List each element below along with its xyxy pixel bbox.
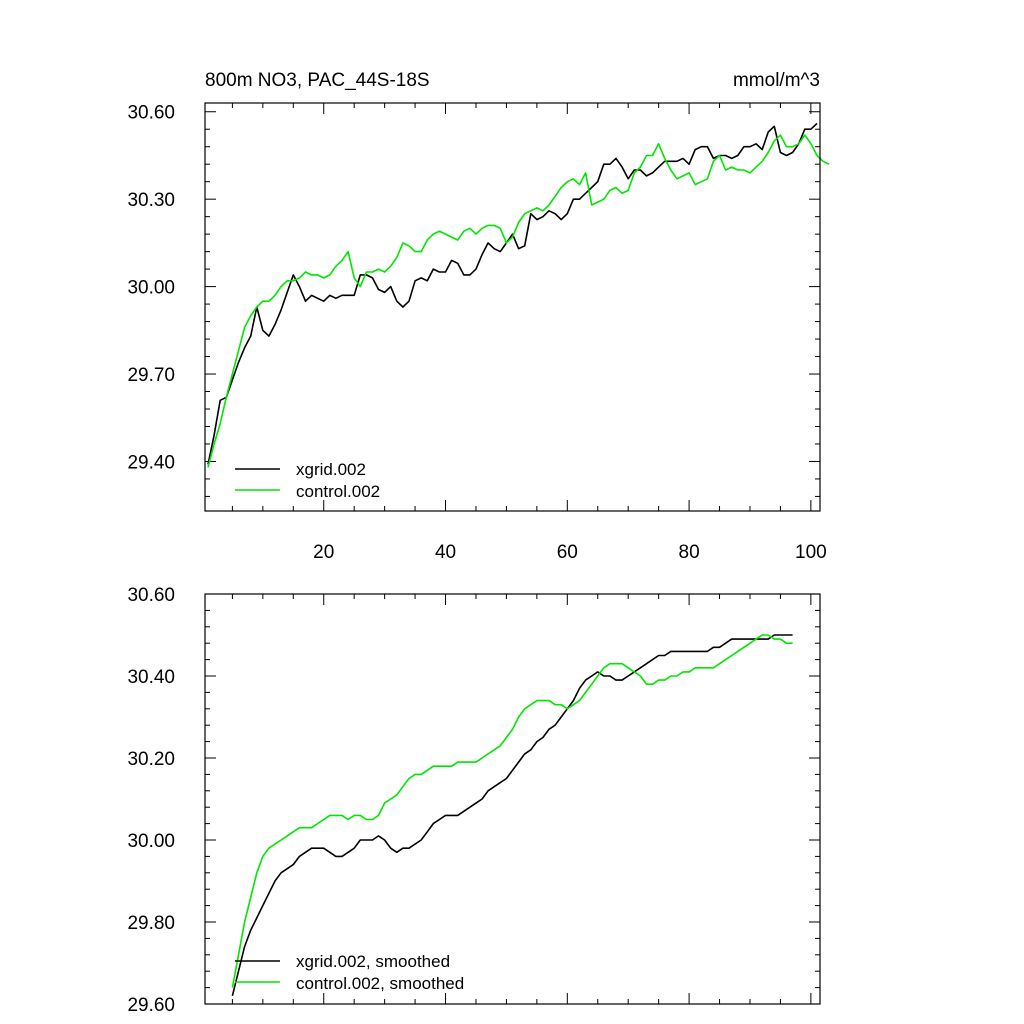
legend-label-xgrid-smoothed: xgrid.002, smoothed	[296, 952, 450, 971]
bottom-legend: xgrid.002, smoothed control.002, smoothe…	[235, 952, 464, 993]
y-tick-label: 30.60	[127, 103, 175, 124]
y-tick-label: 29.80	[127, 913, 175, 934]
y-tick-label: 30.60	[127, 585, 175, 606]
series-line-control	[207, 134, 830, 468]
x-tick-label: 60	[557, 542, 578, 563]
x-tick-label: 20	[313, 542, 334, 563]
y-tick-label: 30.40	[127, 667, 175, 688]
legend-label-control: control.002	[296, 482, 380, 501]
top-legend: xgrid.002 control.002	[235, 460, 380, 501]
bottom-plot-frame	[204, 593, 821, 1005]
x-tick-label: 80	[679, 542, 700, 563]
legend-label-control-smoothed: control.002, smoothed	[296, 974, 464, 993]
legend-label-xgrid: xgrid.002	[296, 460, 366, 479]
y-tick-label: 30.00	[127, 278, 175, 299]
y-tick-label: 30.00	[127, 831, 175, 852]
series-line-control	[231, 634, 793, 988]
x-tick-label: 100	[795, 542, 827, 563]
top-panel: 800m NO3, PAC_44S-18S mmol/m^3 30.60 30.3…	[127, 70, 830, 563]
series-line-xgrid	[207, 122, 818, 465]
y-tick-label: 29.70	[127, 365, 175, 386]
series-line-xgrid	[231, 634, 793, 996]
y-tick-label: 30.30	[127, 190, 175, 211]
bottom-panel: 30.60 30.40 30.20 30.00 29.80 29.60 xgrid.002…	[127, 585, 821, 1016]
y-tick-label: 30.20	[127, 749, 175, 770]
units-label: mmol/m^3	[733, 70, 820, 91]
y-tick-label: 29.60	[127, 995, 175, 1016]
y-tick-label: 29.40	[127, 452, 175, 473]
top-plot-frame	[204, 102, 821, 512]
x-tick-label: 40	[435, 542, 456, 563]
chart-title: 800m NO3, PAC_44S-18S	[205, 70, 430, 91]
